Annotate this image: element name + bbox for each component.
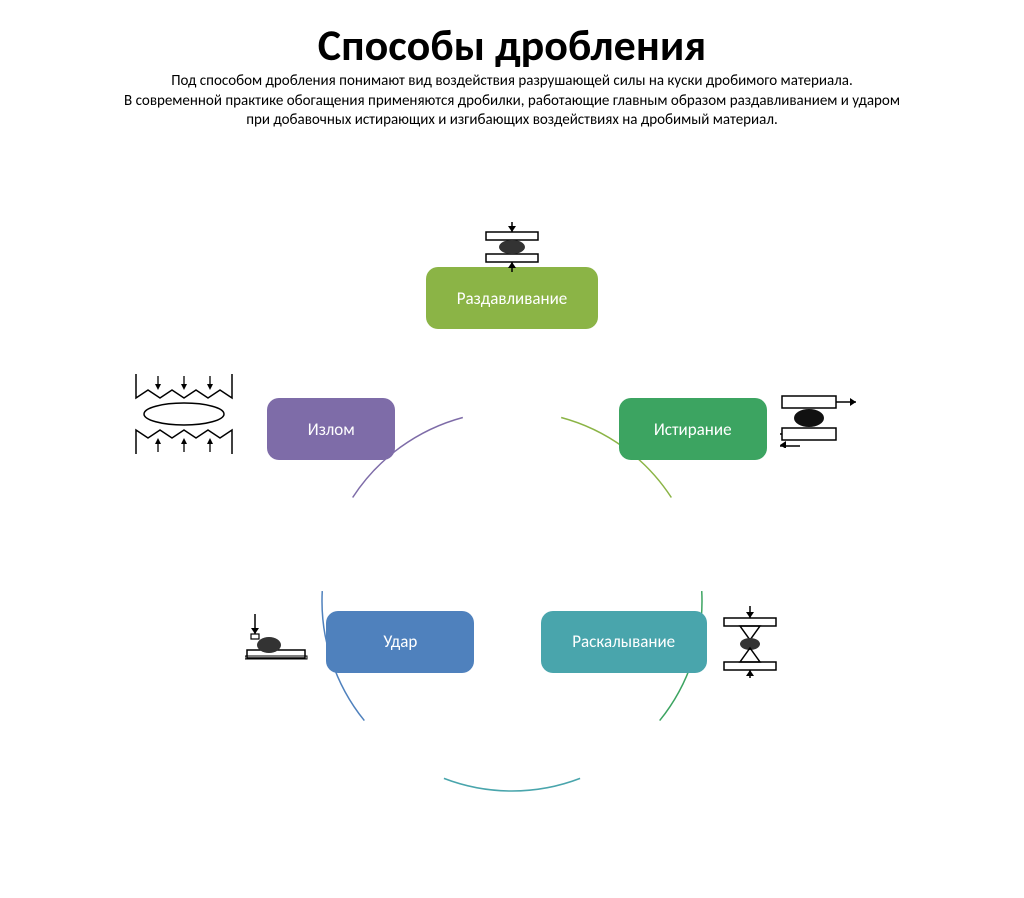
bending-icon [130, 368, 238, 460]
node-label: Раздавливание [457, 288, 567, 309]
subtitle-line3: при добавочных истирающих и изгибающих в… [0, 111, 1024, 131]
node-label: Удар [383, 631, 417, 652]
page-title: Способы дробления [0, 18, 1024, 72]
node-crushing: Раздавливание [426, 267, 598, 329]
node-abrasion: Истирание [619, 398, 767, 460]
node-cleaving: Раскалывание [541, 611, 707, 673]
subtitle-line2: В современной практике обогащения примен… [0, 92, 1024, 112]
impact-icon [245, 608, 311, 664]
cycle-arc [444, 778, 580, 791]
node-label: Излом [308, 419, 355, 440]
node-label: Истирание [654, 419, 732, 440]
crushing-icon [480, 222, 544, 272]
cleaving-icon [720, 606, 780, 678]
node-impact: Удар [326, 611, 474, 673]
subtitle-line1: Под способом дробления понимают вид возд… [0, 72, 1024, 92]
node-label: Раскалывание [572, 631, 675, 652]
abrasion-icon [780, 388, 858, 448]
node-bending: Излом [267, 398, 395, 460]
